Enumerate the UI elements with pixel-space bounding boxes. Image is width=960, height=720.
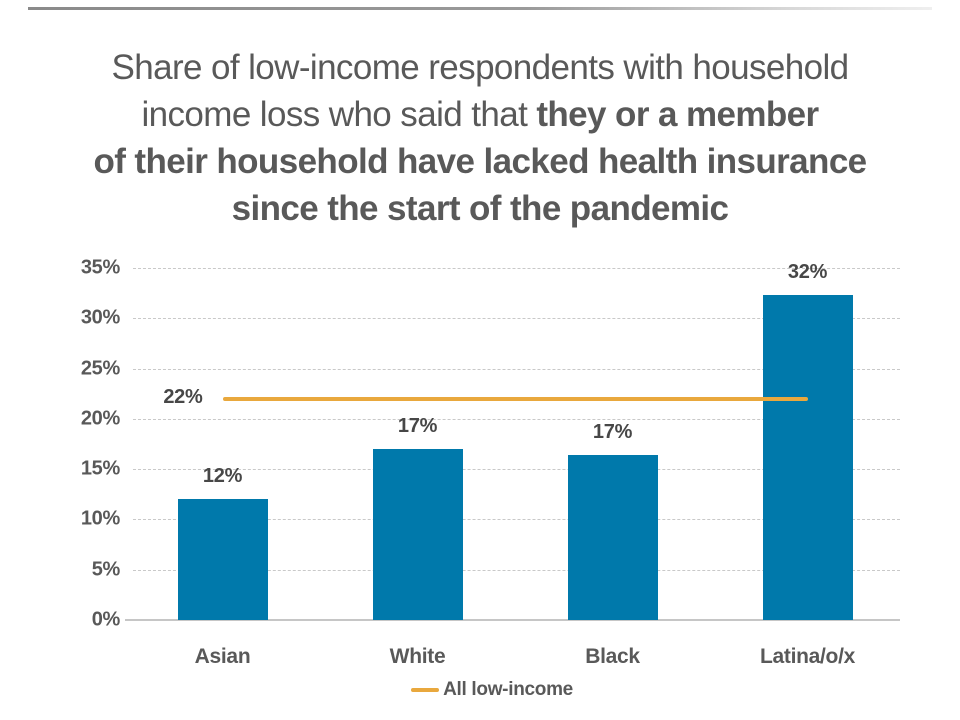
bar-white (372, 448, 463, 620)
x-axis-baseline (125, 619, 900, 621)
x-axis-label: White (389, 645, 446, 668)
chart-title: Share of low-income respondents with hou… (40, 44, 920, 232)
legend-line-swatch (411, 688, 440, 692)
gridline (133, 569, 900, 571)
gridline (133, 469, 900, 471)
bar-latina-o-x (762, 295, 853, 620)
y-tick-label: 15% (80, 457, 120, 480)
y-tick-label: 30% (80, 306, 120, 329)
x-axis-label: Asian (194, 645, 251, 668)
legend-label: All low-income (443, 679, 573, 700)
title-segment: of their household have lacked health in… (93, 142, 867, 181)
top-divider (28, 7, 932, 10)
title-segment: income loss who said that (141, 95, 537, 134)
y-tick-label: 25% (80, 357, 120, 379)
bar-value-label: 32% (787, 261, 828, 284)
x-axis-label: Latina/o/x (759, 645, 856, 668)
title-segment: since the start of the pandemic (231, 189, 729, 228)
reference-line-label: 22% (163, 385, 203, 408)
title-segment: Share of low-income respondents with hou… (111, 48, 849, 87)
bar-value-label: 17% (592, 421, 633, 444)
bar-black (567, 455, 658, 620)
gridline (133, 368, 900, 370)
bar-value-label: 17% (397, 414, 438, 437)
y-tick-label: 10% (80, 507, 120, 530)
gridline (133, 418, 900, 420)
y-tick-label: 20% (80, 407, 120, 430)
bar-value-label: 12% (202, 465, 243, 488)
y-tick-label: 5% (91, 558, 121, 581)
legend: All low-income (12, 679, 960, 701)
x-axis-label: Black (585, 645, 640, 668)
y-tick-label: 0% (91, 608, 121, 631)
y-tick-label: 35% (80, 256, 120, 279)
gridline (133, 318, 900, 320)
gridline (133, 267, 900, 269)
bar-asian (177, 499, 268, 620)
gridline (133, 519, 900, 521)
title-segment: they or a member (536, 95, 819, 134)
reference-line (222, 396, 808, 401)
